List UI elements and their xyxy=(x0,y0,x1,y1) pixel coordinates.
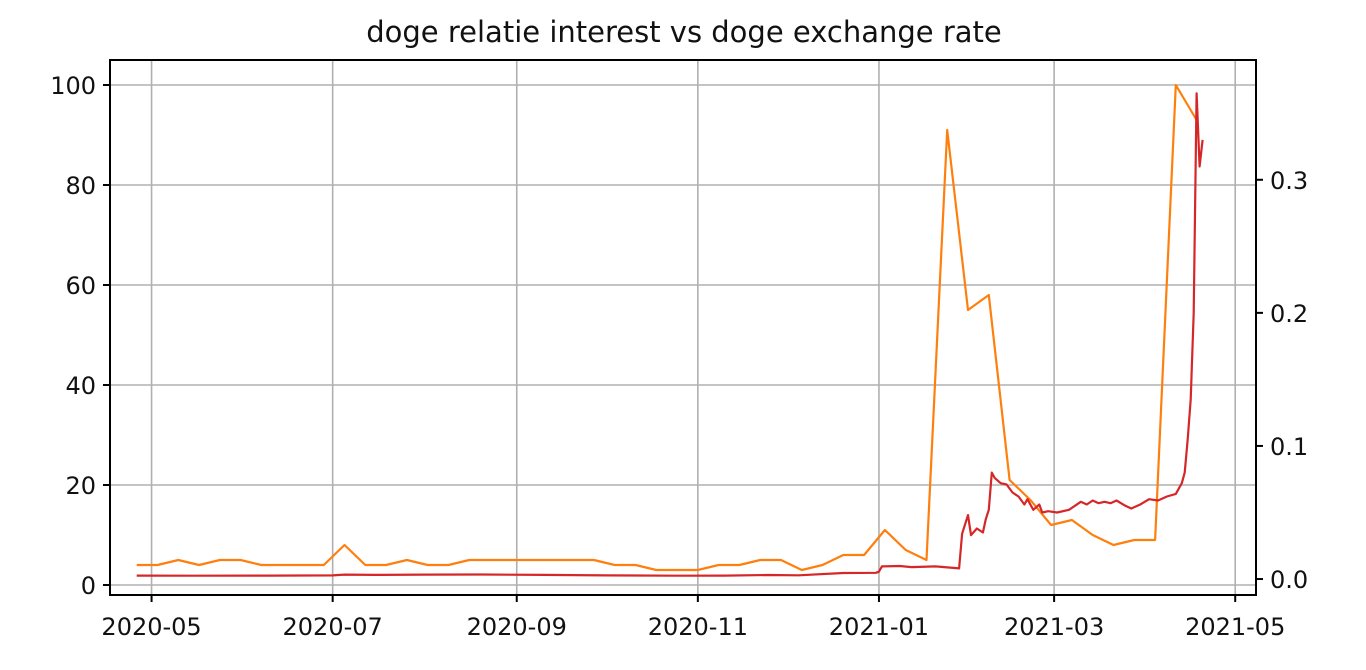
x-tick-label: 2021-01 xyxy=(829,613,929,641)
y-left-tick-label: 0 xyxy=(81,572,96,600)
y-left-tick-label: 40 xyxy=(65,372,96,400)
y-right-tick-label: 0.1 xyxy=(1270,433,1308,461)
plot-frame xyxy=(109,59,1257,596)
chart-title: doge relatie interest vs doge exchange r… xyxy=(366,15,1001,49)
y-left-tick-label: 20 xyxy=(65,472,96,500)
y-left-tick-label: 60 xyxy=(65,272,96,300)
y-left-tick-label: 80 xyxy=(65,172,96,200)
series-line-exchange-rate xyxy=(136,92,1204,577)
series-line-relative-interest xyxy=(136,83,1198,572)
y-right-tick-label: 0.0 xyxy=(1270,566,1308,594)
y-right-tick-label: 0.3 xyxy=(1270,167,1308,195)
x-tick-label: 2021-03 xyxy=(1004,613,1104,641)
y-right-tick-label: 0.2 xyxy=(1270,300,1308,328)
x-tick-label: 2020-07 xyxy=(283,613,383,641)
x-tick-label: 2020-05 xyxy=(101,613,201,641)
x-tick-label: 2020-11 xyxy=(648,613,748,641)
x-tick-label: 2021-05 xyxy=(1185,613,1285,641)
x-tick-label: 2020-09 xyxy=(467,613,567,641)
y-left-tick-label: 100 xyxy=(50,72,96,100)
